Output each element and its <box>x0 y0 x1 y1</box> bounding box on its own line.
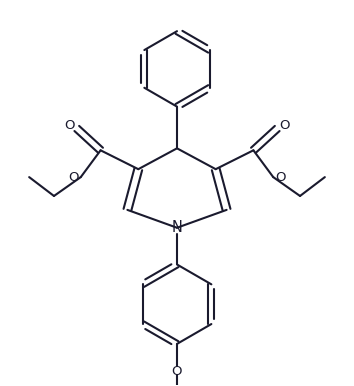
Text: O: O <box>69 171 79 184</box>
Text: N: N <box>172 220 182 235</box>
Text: O: O <box>172 365 182 378</box>
Text: O: O <box>64 119 75 132</box>
Text: O: O <box>275 171 285 184</box>
Text: O: O <box>279 119 290 132</box>
